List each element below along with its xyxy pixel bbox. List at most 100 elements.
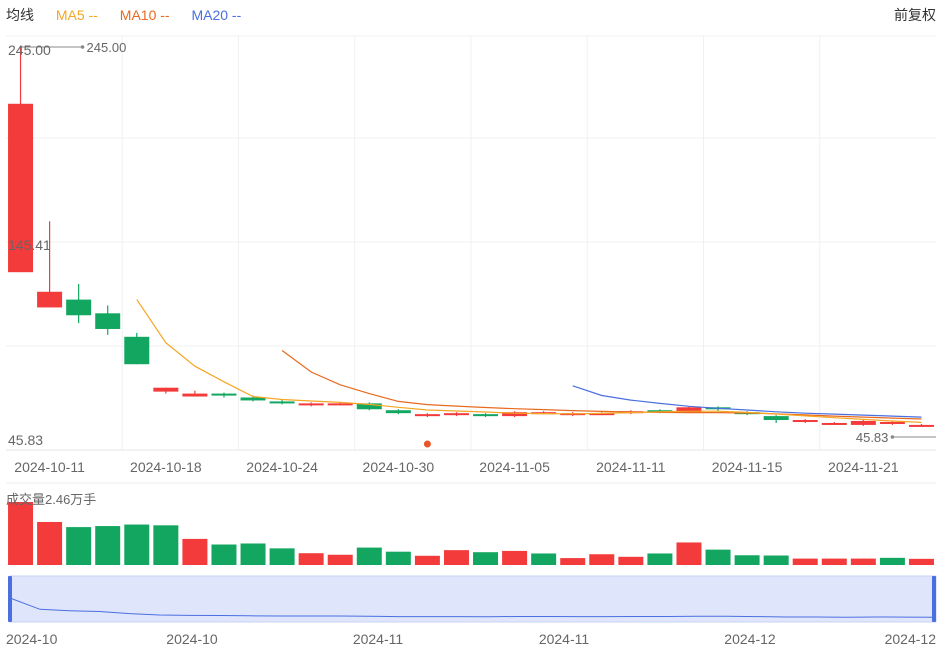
ma20-line <box>572 385 922 418</box>
candle-body <box>240 397 266 401</box>
date-label: 2024-11-11 <box>596 459 666 475</box>
navigator-date-label: 2024-11 <box>353 631 404 647</box>
chart-grid <box>6 35 936 484</box>
candle-body <box>589 413 615 416</box>
date-label: 2024-10-11 <box>14 459 85 475</box>
volume-bar <box>385 551 411 565</box>
volume-bar <box>298 553 324 565</box>
ma5-line <box>136 299 922 423</box>
volume-bar <box>414 555 440 565</box>
date-label: 2024-10-24 <box>246 459 318 475</box>
max-marker-dot <box>80 45 85 49</box>
volume-bar <box>153 525 179 565</box>
volume-bar <box>124 524 150 565</box>
volume-bar <box>211 544 237 565</box>
volume-bar <box>705 549 731 565</box>
volume-bar <box>647 553 673 565</box>
candle-body <box>879 421 905 424</box>
candle-body <box>66 299 92 316</box>
volume-bar <box>734 555 760 565</box>
navigator-date-label: 2024-10 <box>166 631 218 647</box>
volume-label: 成交量2.46万手 <box>6 492 97 507</box>
volume-bar <box>792 558 818 565</box>
candle-body <box>414 414 440 417</box>
candle-body <box>763 416 789 421</box>
volume-bar <box>618 556 644 565</box>
candle-body <box>95 313 121 329</box>
extreme-markers-layer: 245.00 45.83 <box>20 40 936 448</box>
candle-body <box>502 412 528 417</box>
ma10-line <box>281 350 922 420</box>
candle-body <box>473 414 499 417</box>
volume-bar <box>8 502 34 565</box>
volume-bar <box>37 521 63 565</box>
volume-bar <box>269 548 295 565</box>
candle-body <box>8 103 34 273</box>
price-axis-labels: 245.00 145.41 45.83 <box>8 42 51 448</box>
date-label: 2024-11-21 <box>828 459 899 475</box>
max-marker-label: 245.00 <box>87 40 127 55</box>
candle-body <box>211 393 237 396</box>
volume-bar <box>443 550 469 565</box>
date-axis-labels: 2024-10-11 2024-10-18 2024-10-24 2024-10-30… <box>14 459 899 475</box>
legend-ma20[interactable]: MA20 -- <box>191 7 242 23</box>
candle-body <box>792 420 818 423</box>
volume-bar <box>182 538 208 565</box>
legend-ma10[interactable]: MA10 -- <box>119 7 170 23</box>
volume-bar <box>560 558 586 565</box>
candle-body <box>37 291 63 308</box>
legend-title: 均线 <box>6 7 34 23</box>
navigator-date-label: 2024-10 <box>6 631 58 647</box>
candle-body <box>124 336 150 365</box>
price-label: 245.00 <box>8 42 51 58</box>
candle-body <box>327 403 353 406</box>
candle-body <box>153 387 179 392</box>
volume-bar <box>356 547 382 565</box>
volume-bar <box>502 550 528 565</box>
date-label: 2024-10-18 <box>130 459 202 475</box>
navigator-date-label: 2024-11 <box>539 631 590 647</box>
volume-bar <box>850 558 876 565</box>
navigator-date-label: 2024-12 <box>885 631 937 647</box>
min-marker-label: 45.83 <box>856 430 889 445</box>
volume-bar <box>589 554 615 565</box>
ma-legend: 均线 MA5 -- MA10 -- MA20 -- <box>6 5 259 25</box>
candles-layer <box>8 47 934 427</box>
navigator-left-handle <box>8 576 12 622</box>
date-label: 2024-11-05 <box>479 459 550 475</box>
date-label: 2024-10-30 <box>363 459 435 475</box>
volume-bar <box>676 542 702 565</box>
volume-bar <box>240 543 266 565</box>
navigator-line <box>9 597 937 618</box>
volume-bar <box>327 554 353 565</box>
volume-bars-layer <box>8 502 934 565</box>
candle-body <box>182 393 208 397</box>
volume-bar <box>821 558 847 565</box>
candle-body <box>850 421 876 425</box>
legend-ma5[interactable]: MA5 -- <box>55 7 98 23</box>
price-label: 145.41 <box>8 237 51 253</box>
candle-body <box>676 407 702 413</box>
event-marker-dot <box>423 440 431 448</box>
candle-body <box>356 403 382 410</box>
min-marker-dot <box>890 435 895 439</box>
volume-bar <box>66 527 92 565</box>
volume-bar <box>95 526 121 565</box>
candle-body <box>908 424 934 427</box>
ma-lines-layer <box>136 299 922 423</box>
navigator-date-label: 2024-12 <box>724 631 776 647</box>
volume-bar <box>908 558 934 565</box>
volume-bar <box>879 557 905 565</box>
range-navigator: 2024-10 2024-10 2024-11 2024-11 2024-12 2024-… <box>6 575 937 647</box>
navigator-window <box>9 575 937 623</box>
navigator-right-handle <box>932 576 936 622</box>
adjust-type-button[interactable]: 前复权 <box>894 7 936 23</box>
volume-bar <box>531 553 557 565</box>
candle-body <box>821 422 847 425</box>
candle-body <box>298 403 324 406</box>
candle-body <box>385 410 411 414</box>
candle-body <box>443 413 469 416</box>
volume-bar <box>473 552 499 565</box>
candle-body <box>269 401 295 404</box>
